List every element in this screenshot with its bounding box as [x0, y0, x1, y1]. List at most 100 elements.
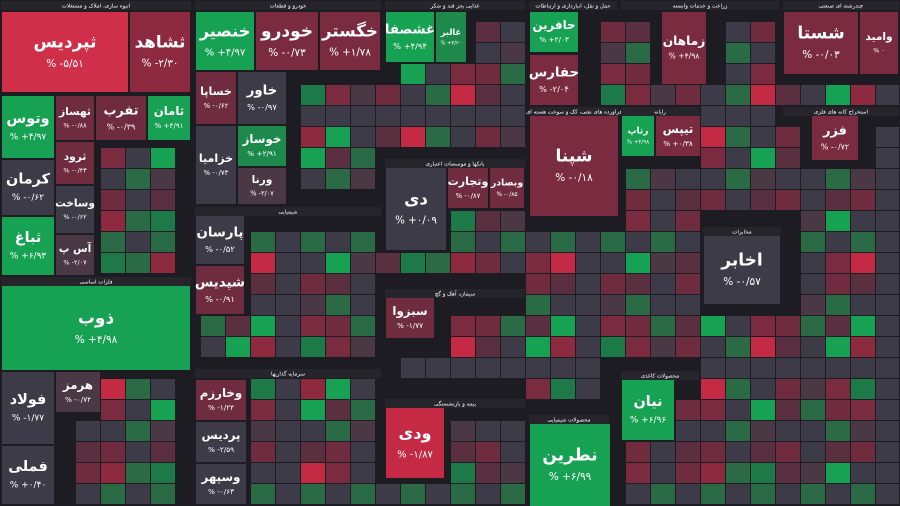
stock-tile[interactable] — [490, 168, 524, 208]
stock-tile[interactable] — [656, 116, 700, 156]
tile-filler — [276, 232, 300, 252]
tile-filler — [101, 190, 125, 210]
stock-tile[interactable] — [436, 12, 466, 62]
stock-tile[interactable] — [96, 96, 146, 140]
tile-filler — [326, 169, 350, 189]
stock-tile[interactable] — [148, 96, 190, 140]
tile-filler — [601, 295, 625, 315]
tile-filler — [451, 442, 475, 462]
tile-filler — [301, 274, 325, 294]
tile-filler — [676, 484, 700, 504]
stock-change: % -۰/۸۵ — [496, 192, 517, 198]
stock-change: % -۲/۳۰ — [142, 58, 179, 70]
tile-filler — [751, 442, 775, 462]
stock-tile[interactable] — [448, 168, 488, 208]
tile-filler — [751, 127, 775, 147]
stock-tile[interactable] — [238, 168, 286, 204]
stock-tile[interactable] — [196, 422, 246, 462]
stock-tile[interactable] — [196, 216, 244, 264]
tile-filler — [351, 253, 375, 273]
tile-filler — [501, 22, 525, 42]
tile-filler — [701, 127, 725, 147]
stock-tile[interactable] — [196, 464, 246, 504]
tile-filler — [776, 190, 800, 210]
tile-filler — [126, 232, 150, 252]
stock-tile[interactable] — [196, 266, 244, 314]
stock-change: % +۲/۰۳ — [539, 35, 569, 44]
tile-filler — [301, 379, 325, 399]
tile-filler — [476, 64, 500, 84]
tile-filler — [776, 316, 800, 336]
stock-tile[interactable] — [196, 12, 254, 70]
tile-filler — [526, 337, 550, 357]
stock-tile[interactable] — [2, 12, 128, 92]
stock-tile[interactable] — [662, 12, 706, 84]
tile-filler — [476, 358, 500, 378]
stock-tile[interactable] — [386, 408, 444, 478]
sector-title: حمل و نقل، انبارداری و ارتباطات — [535, 4, 610, 10]
stock-tile[interactable] — [530, 55, 578, 105]
tile-filler — [476, 127, 500, 147]
stock-tile[interactable] — [130, 12, 190, 92]
tile-filler — [676, 211, 700, 231]
stock-tile[interactable] — [56, 142, 94, 184]
tile-filler — [876, 421, 899, 441]
stock-tile[interactable] — [196, 72, 236, 124]
stock-change: % +۴/۹۱ — [154, 121, 183, 130]
stock-tile[interactable] — [196, 380, 246, 420]
tile-filler — [401, 358, 425, 378]
stock-tile[interactable] — [2, 446, 54, 504]
sector-header — [385, 399, 525, 408]
tile-filler — [701, 169, 725, 189]
stock-change: % -۱/۸۷ — [397, 449, 433, 460]
stock-symbol: وتوس — [6, 111, 49, 127]
stock-tile[interactable] — [2, 160, 54, 215]
stock-tile[interactable] — [56, 372, 100, 412]
stock-tile[interactable] — [2, 286, 190, 370]
stock-tile[interactable] — [812, 116, 858, 160]
sector-header — [783, 107, 899, 116]
stock-tile[interactable] — [2, 96, 54, 158]
tile-filler — [251, 400, 275, 420]
tile-filler — [776, 379, 800, 399]
tile-filler — [101, 253, 125, 273]
stock-tile[interactable] — [196, 126, 236, 204]
stock-tile[interactable] — [386, 168, 446, 250]
stock-tile[interactable] — [56, 235, 94, 275]
tile-filler — [476, 43, 500, 63]
stock-tile[interactable] — [2, 217, 54, 275]
stock-symbol: سبزوا — [392, 304, 427, 319]
tile-filler — [876, 211, 899, 231]
stock-tile[interactable] — [238, 126, 286, 166]
stock-tile[interactable] — [784, 12, 858, 74]
tile-filler — [801, 253, 825, 273]
tile-filler — [601, 274, 625, 294]
stock-tile[interactable] — [386, 298, 434, 338]
tile-filler — [826, 484, 850, 504]
stock-tile[interactable] — [704, 236, 780, 304]
stock-tile[interactable] — [530, 116, 618, 216]
stock-change: % -۱/۷۷ — [12, 414, 44, 424]
tile-filler — [451, 316, 475, 336]
stock-tile[interactable] — [256, 12, 318, 70]
stock-tile[interactable] — [530, 12, 578, 52]
tile-filler — [551, 379, 575, 399]
stock-tile[interactable] — [622, 380, 674, 440]
stock-tile[interactable] — [530, 424, 610, 506]
tile-filler — [876, 274, 899, 294]
tile-filler — [826, 379, 850, 399]
stock-tile[interactable] — [56, 96, 94, 140]
tile-filler — [451, 211, 475, 231]
stock-tile[interactable] — [622, 116, 654, 156]
tile-filler — [776, 421, 800, 441]
tile-filler — [301, 169, 325, 189]
stock-tile[interactable] — [320, 12, 380, 70]
tile-filler — [826, 421, 850, 441]
stock-tile[interactable] — [238, 72, 286, 124]
stock-tile[interactable] — [2, 372, 54, 444]
stock-tile[interactable] — [386, 12, 434, 62]
stock-tile[interactable] — [56, 186, 94, 233]
stock-tile[interactable] — [860, 12, 898, 74]
tile-filler — [676, 85, 700, 105]
tile-filler — [151, 190, 175, 210]
